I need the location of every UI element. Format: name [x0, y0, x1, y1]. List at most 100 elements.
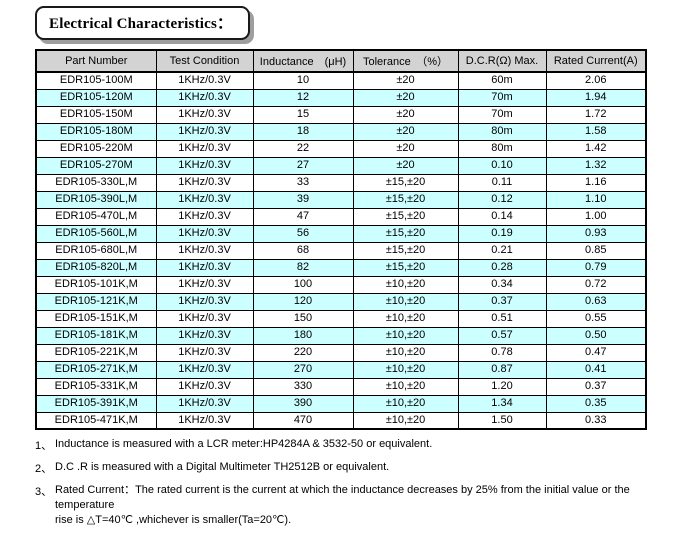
- table-row: EDR105-471K,M 1KHz/0.3V 470 ±10,±20 1.50 0.33: [35, 411, 647, 430]
- note-marker: 1、: [35, 440, 53, 452]
- table-row: EDR105-121K,M 1KHz/0.3V 120 ±10,±20 0.37 0.63: [35, 292, 647, 311]
- table-cell: 1.32: [545, 156, 647, 175]
- table-cell: 1KHz/0.3V: [155, 326, 254, 345]
- table-cell: EDR105-271K,M: [35, 360, 157, 379]
- table-cell: ±20: [352, 88, 459, 107]
- table-row: EDR105-100M 1KHz/0.3V 10 ±20 60m 2.06: [35, 71, 647, 90]
- table-cell: 0.41: [545, 360, 647, 379]
- column-header-5: Rated Current(A): [545, 49, 647, 73]
- table-row: EDR105-560L,M 1KHz/0.3V 56 ±15,±20 0.19 0.93: [35, 224, 647, 243]
- table-cell: EDR105-391K,M: [35, 394, 157, 413]
- table-cell: 80m: [457, 139, 547, 158]
- table-cell: 1KHz/0.3V: [155, 207, 254, 226]
- footnotes: 1、 Inductance is measured with a LCR mete…: [35, 437, 678, 528]
- table-cell: 470: [252, 411, 354, 430]
- table-cell: 22: [252, 139, 354, 158]
- table-cell: EDR105-151K,M: [35, 309, 157, 328]
- table-cell: 47: [252, 207, 354, 226]
- table-cell: 33: [252, 173, 354, 192]
- table-cell: 12: [252, 88, 354, 107]
- table-cell: 0.19: [457, 224, 547, 243]
- table-cell: 270: [252, 360, 354, 379]
- table-cell: ±10,±20: [352, 292, 459, 311]
- table-row: EDR105-470L,M 1KHz/0.3V 47 ±15,±20 0.14 1.00: [35, 207, 647, 226]
- table-cell: 390: [252, 394, 354, 413]
- table-cell: 1KHz/0.3V: [155, 377, 254, 396]
- table-cell: EDR105-390L,M: [35, 190, 157, 209]
- table-cell: 0.14: [457, 207, 547, 226]
- table-row: EDR105-680L,M 1KHz/0.3V 68 ±15,±20 0.21 0.85: [35, 241, 647, 260]
- note-1: 1、 Inductance is measured with a LCR mete…: [35, 437, 678, 453]
- table-cell: 1.50: [457, 411, 547, 430]
- table-cell: 2.06: [545, 71, 647, 90]
- table-cell: EDR105-470L,M: [35, 207, 157, 226]
- table-cell: ±15,±20: [352, 173, 459, 192]
- table-cell: ±10,±20: [352, 343, 459, 362]
- table-cell: 39: [252, 190, 354, 209]
- table-cell: 0.57: [457, 326, 547, 345]
- table-cell: ±20: [352, 71, 459, 90]
- column-header-3: Tolerance （%）: [352, 49, 459, 73]
- table-cell: ±10,±20: [352, 309, 459, 328]
- table-cell: 1.72: [545, 105, 647, 124]
- table-cell: EDR105-121K,M: [35, 292, 157, 311]
- table-cell: EDR105-150M: [35, 105, 157, 124]
- table-cell: 1KHz/0.3V: [155, 105, 254, 124]
- table-cell: 0.35: [545, 394, 647, 413]
- section-title: Electrical Characteristics：: [49, 16, 233, 32]
- table-cell: ±20: [352, 122, 459, 141]
- table-cell: 1KHz/0.3V: [155, 292, 254, 311]
- section-title-box: Electrical Characteristics：: [35, 6, 251, 40]
- table-cell: EDR105-330L,M: [35, 173, 157, 192]
- table-cell: 68: [252, 241, 354, 260]
- table-row: EDR105-120M 1KHz/0.3V 12 ±20 70m 1.94: [35, 88, 647, 107]
- table-cell: EDR105-181K,M: [35, 326, 157, 345]
- note-line: Inductance is measured with a LCR meter:…: [55, 438, 433, 450]
- table-cell: 0.93: [545, 224, 647, 243]
- table-cell: EDR105-220M: [35, 139, 157, 158]
- table-cell: 0.85: [545, 241, 647, 260]
- table-cell: 0.50: [545, 326, 647, 345]
- table-cell: 1.16: [545, 173, 647, 192]
- table-cell: ±10,±20: [352, 411, 459, 430]
- table-row: EDR105-271K,M 1KHz/0.3V 270 ±10,±20 0.87 0.41: [35, 360, 647, 379]
- table-cell: EDR105-680L,M: [35, 241, 157, 260]
- table-cell: 1.20: [457, 377, 547, 396]
- table-cell: 0.63: [545, 292, 647, 311]
- table-cell: 1.94: [545, 88, 647, 107]
- table-cell: 18: [252, 122, 354, 141]
- table-cell: 0.21: [457, 241, 547, 260]
- table-cell: 0.55: [545, 309, 647, 328]
- table-cell: 150: [252, 309, 354, 328]
- table-cell: 100: [252, 275, 354, 294]
- table-cell: ±15,±20: [352, 258, 459, 277]
- table-cell: ±10,±20: [352, 275, 459, 294]
- table-row: EDR105-270M 1KHz/0.3V 27 ±20 0.10 1.32: [35, 156, 647, 175]
- column-header-2: Inductance (μH): [252, 49, 354, 73]
- table-cell: 1KHz/0.3V: [155, 309, 254, 328]
- table-cell: EDR105-120M: [35, 88, 157, 107]
- table-cell: EDR105-221K,M: [35, 343, 157, 362]
- table-row: EDR105-820L,M 1KHz/0.3V 82 ±15,±20 0.28 0.79: [35, 258, 647, 277]
- table-cell: 120: [252, 292, 354, 311]
- table-cell: 70m: [457, 105, 547, 124]
- table-cell: 0.72: [545, 275, 647, 294]
- column-header-0: Part Number: [35, 49, 157, 73]
- table-cell: 0.12: [457, 190, 547, 209]
- table-cell: 1KHz/0.3V: [155, 224, 254, 243]
- table-cell: 1KHz/0.3V: [155, 190, 254, 209]
- table-cell: 80m: [457, 122, 547, 141]
- table-cell: 0.10: [457, 156, 547, 175]
- table-cell: 1KHz/0.3V: [155, 411, 254, 430]
- table-row: EDR105-151K,M 1KHz/0.3V 150 ±10,±20 0.51 0.55: [35, 309, 647, 328]
- table-cell: 330: [252, 377, 354, 396]
- table-cell: EDR105-180M: [35, 122, 157, 141]
- table-cell: 1KHz/0.3V: [155, 258, 254, 277]
- table-cell: ±15,±20: [352, 241, 459, 260]
- table-cell: ±20: [352, 105, 459, 124]
- table-cell: 1KHz/0.3V: [155, 71, 254, 90]
- note-text: Rated Current：The rated current is the c…: [55, 483, 678, 528]
- table-cell: 27: [252, 156, 354, 175]
- note-2: 2、 D.C .R is measured with a Digital Mult…: [35, 460, 678, 476]
- table-cell: 60m: [457, 71, 547, 90]
